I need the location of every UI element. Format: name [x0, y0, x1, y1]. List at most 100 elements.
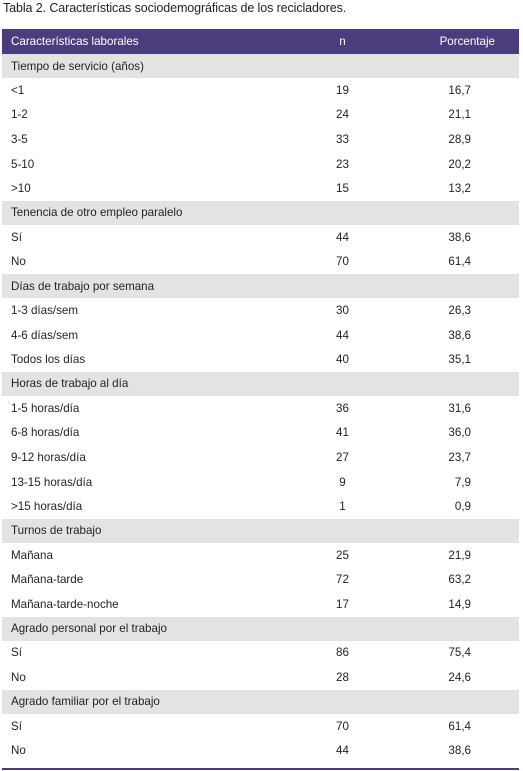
section-header-row: Agrado familiar por el trabajo	[2, 689, 519, 714]
row-percentage-value: 38,6	[448, 230, 471, 244]
row-percentage-value: 38,6	[448, 744, 471, 758]
row-label: 6-8 horas/día	[11, 426, 80, 440]
row-label: >10	[11, 182, 31, 196]
header-row: Características laborales n Porcentaje	[2, 29, 519, 54]
row-percentage-value: 7,9	[454, 475, 471, 489]
row-label: 3-5	[11, 132, 28, 146]
table-row: Sí 44 38,6	[2, 225, 519, 250]
row-percentage-value: 38,6	[448, 328, 471, 342]
row-n-value: 36	[336, 401, 349, 415]
row-n-value: 23	[336, 157, 349, 171]
table-row: No 44 38,6	[2, 738, 519, 763]
section-title: Agrado personal por el trabajo	[11, 622, 167, 636]
row-n-value: 44	[336, 744, 349, 758]
row-n-value: 25	[336, 548, 349, 562]
row-label: Sí	[11, 230, 22, 244]
row-percentage-value: 13,2	[448, 182, 471, 196]
table-row: Mañana-tarde 72 63,2	[2, 568, 519, 593]
row-label: No	[11, 671, 26, 685]
table-row: 6-8 horas/día 41 36,0	[2, 421, 519, 446]
section-title: Agrado familiar por el trabajo	[11, 695, 160, 709]
table-row: <1 19 16,7	[2, 78, 519, 103]
table-row: 4-6 días/sem 44 38,6	[2, 323, 519, 348]
table-row: 3-5 33 28,9	[2, 127, 519, 152]
row-label: 4-6 días/sem	[11, 328, 79, 342]
row-percentage-value: 75,4	[448, 646, 471, 660]
section-header-row: Turnos de trabajo	[2, 518, 519, 543]
row-label: No	[11, 255, 26, 269]
row-percentage-value: 16,7	[448, 83, 471, 97]
row-percentage-value: 26,3	[448, 303, 471, 317]
table-row: 13-15 horas/día 9 7,9	[2, 470, 519, 495]
row-label: Mañana	[11, 548, 53, 562]
row-percentage-value: 21,9	[448, 548, 471, 562]
section-header-row: Tiempo de servicio (años)	[2, 54, 519, 78]
section-title: Tenencia de otro empleo paralelo	[11, 206, 183, 220]
section-title: Turnos de trabajo	[11, 524, 102, 538]
row-percentage-value: 61,4	[448, 719, 471, 733]
table-row: No 70 61,4	[2, 250, 519, 275]
row-n-value: 30	[336, 303, 349, 317]
row-percentage-value: 21,1	[448, 108, 471, 122]
row-n-value: 86	[336, 646, 349, 660]
row-n-value: 19	[336, 83, 349, 97]
table-row: 9-12 horas/día 27 23,7	[2, 445, 519, 470]
row-percentage-value: 28,9	[448, 132, 471, 146]
row-n-value: 28	[336, 671, 349, 685]
table-row: No 28 24,6	[2, 665, 519, 690]
row-n-value: 44	[336, 230, 349, 244]
header-n: n	[339, 35, 346, 48]
section-header-row: Tenencia de otro empleo paralelo	[2, 200, 519, 225]
table-body: Tiempo de servicio (años) <1 19 16,7 1-2 24 21…	[2, 54, 519, 763]
row-n-value: 9	[339, 475, 346, 489]
row-label: 1-5 horas/día	[11, 401, 80, 415]
row-label: Mañana-tarde	[11, 573, 84, 587]
row-n-value: 15	[336, 182, 349, 196]
table-row: 1-2 24 21,1	[2, 103, 519, 128]
row-n-value: 33	[336, 132, 349, 146]
section-header-row: Horas de trabajo al día	[2, 371, 519, 396]
row-label: <1	[11, 83, 25, 97]
row-n-value: 44	[336, 328, 349, 342]
row-percentage-value: 24,6	[448, 671, 471, 685]
row-percentage-value: 20,2	[448, 157, 471, 171]
row-percentage-value: 23,7	[448, 450, 471, 464]
row-label: 1-2	[11, 108, 28, 122]
table-row: Sí 86 75,4	[2, 641, 519, 666]
row-n-value: 41	[336, 426, 349, 440]
header-porcentaje: Porcentaje	[439, 35, 495, 48]
row-n-value: 70	[336, 719, 349, 733]
table-bottom-rule	[2, 768, 519, 770]
row-n-value: 72	[336, 573, 349, 587]
row-n-value: 24	[336, 108, 349, 122]
table-row: 1-5 horas/día 36 31,6	[2, 396, 519, 421]
row-n-value: 70	[336, 255, 349, 269]
table-row: Todos los días 40 35,1	[2, 347, 519, 372]
table-row: 1-3 días/sem 30 26,3	[2, 298, 519, 323]
row-label: 1-3 días/sem	[11, 303, 79, 317]
table-row: Mañana 25 21,9	[2, 543, 519, 568]
table-caption: Tabla 2. Características sociodemográfic…	[3, 1, 347, 15]
table-header: Características laborales n Porcentaje	[2, 29, 519, 54]
row-label: 13-15 horas/día	[11, 475, 93, 489]
row-percentage-value: 61,4	[448, 255, 471, 269]
row-label: Sí	[11, 719, 22, 733]
table-row: >10 15 13,2	[2, 176, 519, 201]
section-title: Horas de trabajo al día	[11, 377, 129, 391]
row-percentage-value: 36,0	[448, 426, 471, 440]
section-title: Tiempo de servicio (años)	[11, 59, 144, 73]
row-label: Sí	[11, 646, 22, 660]
row-label: >15 horas/día	[11, 500, 83, 514]
section-title: Días de trabajo por semana	[11, 279, 155, 293]
row-percentage-value: 0,9	[454, 500, 471, 514]
row-label: No	[11, 744, 26, 758]
row-n-value: 27	[336, 450, 349, 464]
row-n-value: 40	[336, 353, 349, 367]
row-percentage-value: 31,6	[448, 401, 471, 415]
row-percentage-value: 63,2	[448, 573, 471, 587]
row-n-value: 1	[339, 500, 346, 514]
row-label: 5-10	[11, 157, 35, 171]
row-label: 9-12 horas/día	[11, 450, 86, 464]
row-label: Mañana-tarde-noche	[11, 597, 119, 611]
data-table: Características laborales n Porcentaje T…	[2, 29, 519, 763]
